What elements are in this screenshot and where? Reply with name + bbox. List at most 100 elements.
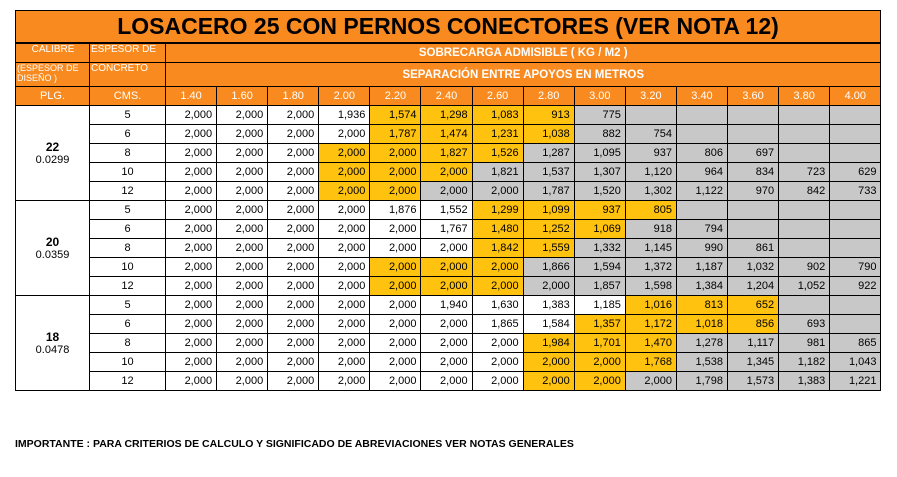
load-value-cell: 1,095 bbox=[573, 143, 626, 163]
load-value-cell: 1,584 bbox=[522, 314, 575, 334]
load-value-cell: 2,000 bbox=[164, 143, 218, 163]
concrete-thickness-cell: 12 bbox=[89, 276, 166, 296]
load-value-cell: 2,000 bbox=[267, 352, 320, 372]
load-value-cell: 723 bbox=[778, 162, 831, 182]
gauge-label: 22 bbox=[45, 140, 60, 154]
load-value-cell: 1,537 bbox=[522, 162, 575, 182]
load-value-cell: 2,000 bbox=[216, 219, 269, 239]
load-value-cell bbox=[778, 143, 831, 163]
concreto-header: CONCRETO bbox=[89, 62, 166, 87]
load-value-cell: 1,526 bbox=[471, 143, 524, 163]
load-value-cell: 1,876 bbox=[369, 200, 422, 220]
load-value-cell: 1,798 bbox=[675, 371, 729, 391]
table-row: 10 2,000 2,000 2,000 2,000 2,000 2,000 2,000 1,8… bbox=[16, 257, 882, 277]
table-row: 18 0.0478 5 2,000 2,000 2,000 2,000 2,000 1,940 1… bbox=[15, 295, 882, 391]
load-value-cell: 1,470 bbox=[624, 333, 677, 353]
load-value-cell bbox=[675, 124, 729, 144]
concrete-thickness-cell: 6 bbox=[89, 124, 166, 144]
table-row: 6 2,000 2,000 2,000 2,000 1,787 1,474 1,231 1,03… bbox=[16, 124, 882, 144]
table-row: 8 2,000 2,000 2,000 2,000 2,000 2,000 1,842 1,55… bbox=[16, 238, 882, 258]
load-value-cell: 1,204 bbox=[727, 276, 780, 296]
load-value-cell: 2,000 bbox=[164, 238, 218, 258]
load-value-cell: 2,000 bbox=[267, 143, 320, 163]
load-value-cell: 1,574 bbox=[369, 105, 422, 125]
load-value-cell: 2,000 bbox=[216, 238, 269, 258]
load-value-cell: 1,117 bbox=[727, 333, 780, 353]
span-header-cell: 3.00 bbox=[573, 86, 626, 106]
load-value-cell: 2,000 bbox=[164, 200, 218, 220]
load-value-cell: 1,083 bbox=[471, 105, 524, 125]
table-title: LOSACERO 25 CON PERNOS CONECTORES (VER N… bbox=[15, 10, 881, 43]
load-value-cell: 1,984 bbox=[522, 333, 575, 353]
load-value-cell: 1,231 bbox=[471, 124, 524, 144]
load-value-cell: 652 bbox=[727, 295, 780, 315]
load-value-cell bbox=[778, 238, 831, 258]
load-value-cell: 1,307 bbox=[573, 162, 626, 182]
gauge-label: 20 bbox=[45, 235, 60, 249]
concrete-thickness-cell: 8 bbox=[89, 238, 166, 258]
load-value-cell: 2,000 bbox=[369, 257, 422, 277]
load-value-cell: 2,000 bbox=[369, 295, 422, 315]
load-value-cell: 2,000 bbox=[267, 371, 320, 391]
load-value-cell: 2,000 bbox=[420, 238, 473, 258]
load-value-cell: 2,000 bbox=[216, 105, 269, 125]
concrete-thickness-cell: 8 bbox=[89, 333, 166, 353]
load-value-cell: 790 bbox=[829, 257, 882, 277]
load-value-cell: 2,000 bbox=[369, 276, 422, 296]
load-value-cell: 805 bbox=[624, 200, 677, 220]
load-value-cell: 2,000 bbox=[522, 276, 575, 296]
load-value-cell: 2,000 bbox=[369, 352, 422, 372]
load-value-cell: 1,827 bbox=[420, 143, 473, 163]
load-value-cell: 733 bbox=[829, 181, 882, 201]
load-value-cell: 1,767 bbox=[420, 219, 473, 239]
sobrecarga-header: SOBRECARGA ADMISIBLE ( KG / M2 ) bbox=[164, 43, 882, 63]
load-value-cell: 842 bbox=[778, 181, 831, 201]
load-value-cell: 2,000 bbox=[471, 181, 524, 201]
load-value-cell: 2,000 bbox=[216, 124, 269, 144]
load-value-cell: 2,000 bbox=[216, 371, 269, 391]
load-value-cell: 2,000 bbox=[420, 276, 473, 296]
load-value-cell: 1,520 bbox=[573, 181, 626, 201]
load-value-cell bbox=[829, 314, 882, 334]
load-value-cell: 1,187 bbox=[675, 257, 729, 277]
load-value-cell: 2,000 bbox=[318, 295, 371, 315]
load-value-cell: 882 bbox=[573, 124, 626, 144]
load-value-cell: 2,000 bbox=[164, 257, 218, 277]
concrete-thickness-cell: 5 bbox=[89, 200, 166, 220]
span-header-cell: 3.40 bbox=[675, 86, 729, 106]
load-value-cell bbox=[829, 105, 882, 125]
load-value-cell: 2,000 bbox=[267, 314, 320, 334]
load-value-cell: 1,787 bbox=[369, 124, 422, 144]
load-value-cell: 1,299 bbox=[471, 200, 524, 220]
load-value-cell: 2,000 bbox=[267, 181, 320, 201]
load-value-cell: 2,000 bbox=[318, 181, 371, 201]
load-value-cell: 629 bbox=[829, 162, 882, 182]
load-value-cell: 2,000 bbox=[369, 219, 422, 239]
load-value-cell: 813 bbox=[675, 295, 729, 315]
load-value-cell: 2,000 bbox=[267, 257, 320, 277]
load-value-cell bbox=[778, 295, 831, 315]
load-value-cell: 2,000 bbox=[164, 314, 218, 334]
load-value-cell: 1,099 bbox=[522, 200, 575, 220]
load-value-cell: 981 bbox=[778, 333, 831, 353]
load-value-cell: 2,000 bbox=[318, 333, 371, 353]
load-value-cell: 2,000 bbox=[164, 162, 218, 182]
table-row: 20 0.0359 5 2,000 2,000 2,000 2,000 1,876 1,552 1… bbox=[15, 200, 882, 296]
load-value-cell: 1,372 bbox=[624, 257, 677, 277]
load-value-cell: 1,594 bbox=[573, 257, 626, 277]
load-value-cell: 1,120 bbox=[624, 162, 677, 182]
load-value-cell: 990 bbox=[675, 238, 729, 258]
table-row: 8 2,000 2,000 2,000 2,000 2,000 1,827 1,526 1,28… bbox=[16, 143, 882, 163]
load-value-cell: 2,000 bbox=[318, 257, 371, 277]
load-value-cell: 1,278 bbox=[675, 333, 729, 353]
load-value-cell: 2,000 bbox=[369, 238, 422, 258]
table-row: 6 2,000 2,000 2,000 2,000 2,000 1,767 1,480 1,25… bbox=[16, 219, 882, 239]
load-value-cell: 2,000 bbox=[216, 352, 269, 372]
load-value-cell: 918 bbox=[624, 219, 677, 239]
load-value-cell: 1,474 bbox=[420, 124, 473, 144]
load-value-cell bbox=[778, 219, 831, 239]
load-value-cell: 834 bbox=[727, 162, 780, 182]
load-value-cell: 794 bbox=[675, 219, 729, 239]
load-value-cell: 2,000 bbox=[624, 371, 677, 391]
gauge-thickness: 0.0299 bbox=[35, 154, 70, 166]
